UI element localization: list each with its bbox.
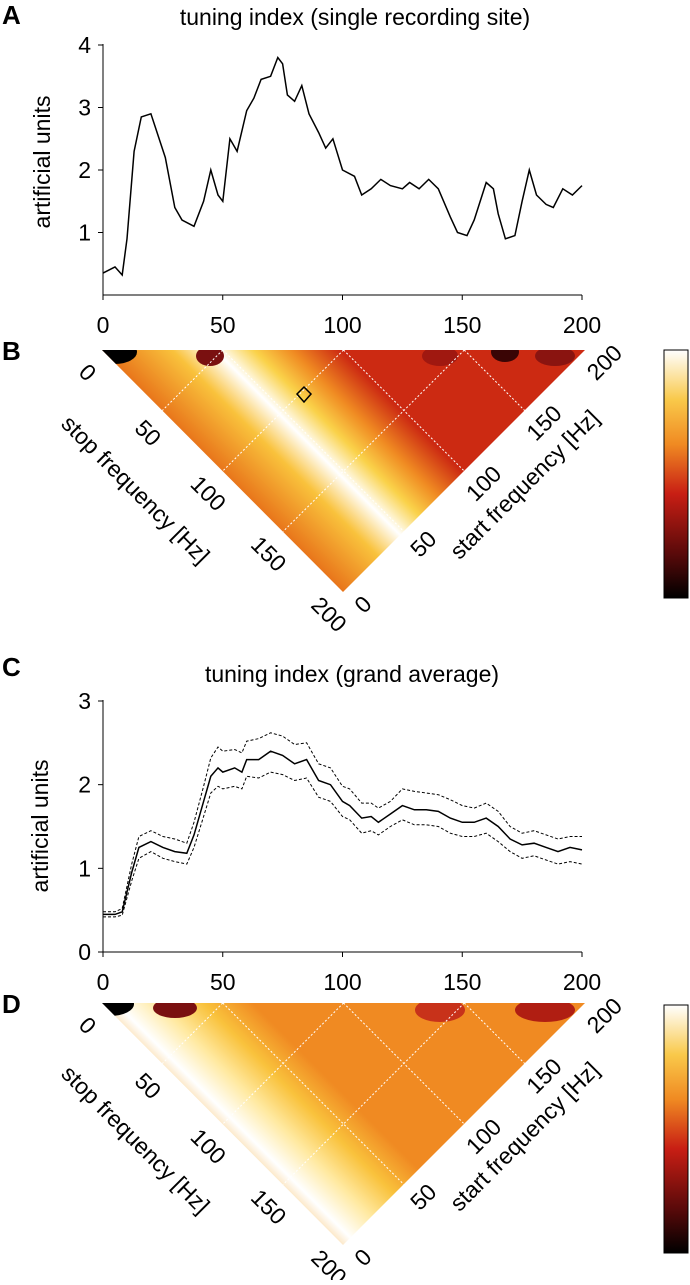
panel-letter-c: C: [2, 652, 21, 682]
y-tick-label: 1: [78, 220, 91, 246]
start-tick-label: 200: [582, 993, 628, 1039]
x-tick-label: 100: [323, 969, 361, 995]
x-tick-label: 150: [443, 969, 481, 995]
x-tick-label: 0: [97, 312, 110, 338]
stop-tick-label: 150: [246, 1184, 292, 1230]
colorbar-d: [663, 1004, 689, 1254]
series-line-c-lower: [103, 771, 583, 918]
panel-a-plot: 0 50 100 150 200 1 2 3 4: [78, 32, 601, 338]
panel-c-plot: 0 50 100 150 200 0 1 2 3: [78, 688, 601, 995]
x-tick-label: 200: [563, 969, 601, 995]
series-line-a-series: [102, 55, 583, 277]
y-tick-label: 3: [78, 688, 91, 714]
stop-tick-label: 0: [74, 1012, 101, 1039]
peak-marker: [295, 385, 313, 404]
stop-tick-label: 0: [74, 359, 101, 386]
start-tick-label: 200: [582, 340, 628, 386]
y-tick-label: 2: [78, 772, 91, 798]
grid-line: [282, 349, 465, 532]
x-tick-label: 100: [323, 312, 361, 338]
y-tick-label: 2: [78, 157, 91, 183]
start-tick-label: 50: [405, 1179, 441, 1215]
start-tick-label: 0: [349, 591, 376, 618]
y-tick-label: 4: [78, 32, 91, 58]
stop-tick-label: 50: [130, 1068, 166, 1104]
y-tick-label: 0: [78, 939, 91, 965]
x-tick-label: 200: [563, 312, 601, 338]
x-tick-label: 50: [210, 312, 236, 338]
panel-d-heatmap: [102, 1002, 585, 1245]
grid-line: [222, 349, 344, 472]
stop-tick-label: 50: [130, 415, 166, 451]
panel-letter-d: D: [2, 989, 21, 1019]
y-tick-label: 3: [78, 95, 91, 121]
grid-line: [222, 349, 405, 532]
stop-tick-label: 200: [306, 592, 352, 638]
start-tick-label: 50: [405, 526, 441, 562]
grid-line: [222, 1002, 405, 1185]
panel-a-y-axis-label: artificial units: [29, 96, 55, 229]
y-tick-label: 1: [78, 855, 91, 881]
stop-tick-label: 200: [306, 1245, 352, 1280]
panel-c-title: tuning index (grand average): [205, 661, 499, 687]
stop-tick-label: 100: [186, 471, 232, 517]
stop-tick-label: 150: [246, 531, 292, 577]
panel-b-heatmap: [102, 349, 585, 592]
x-tick-label: 150: [443, 312, 481, 338]
start-tick-label: 0: [349, 1244, 376, 1271]
panel-letter-b: B: [2, 336, 21, 366]
colorbar-b: [663, 349, 689, 599]
series-line-c-upper: [103, 732, 582, 913]
panel-a-title: tuning index (single recording site): [180, 4, 530, 30]
stop-tick-label: 100: [186, 1124, 232, 1170]
panel-c-y-axis-label: artificial units: [27, 760, 53, 893]
grid-line: [282, 1002, 465, 1185]
x-tick-label: 0: [97, 969, 110, 995]
series-line-c-mean: [103, 750, 583, 916]
panel-letter-a: A: [2, 0, 21, 30]
x-tick-label: 50: [210, 969, 236, 995]
grid-line: [222, 1002, 344, 1125]
